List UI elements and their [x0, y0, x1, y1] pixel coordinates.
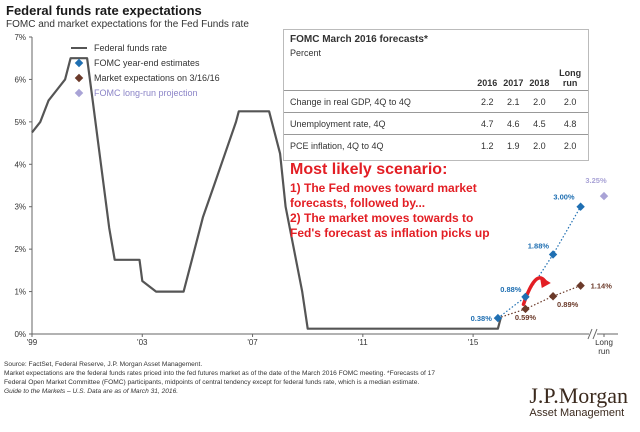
fomc-estimates-line — [497, 206, 582, 319]
footnote-line: Market expectations are the federal fund… — [4, 370, 436, 377]
longrun-data-label: 3.25% — [585, 176, 607, 185]
y-tick-label: 3% — [14, 203, 26, 212]
x-tick-label: '03 — [137, 338, 148, 347]
axis-break-gap — [589, 328, 597, 340]
scenario-line: forecasts, followed by... — [290, 196, 426, 210]
table-cell: 2.2 — [481, 96, 494, 107]
x-tick-label: '99 — [27, 338, 38, 347]
table-cell: 1.2 — [481, 140, 494, 151]
fomc-data-label: 0.88% — [500, 285, 522, 294]
line-swatch-icon — [71, 46, 87, 49]
market-data-label: 0.89% — [557, 300, 579, 309]
table-cell: 2.0 — [533, 140, 546, 151]
market-expectations-line — [497, 285, 581, 319]
fomc-point — [576, 202, 585, 211]
table-cell: 4.7 — [481, 118, 494, 129]
x-tick-label: '11 — [358, 338, 368, 347]
legend-item-fed-funds: Federal funds rate — [70, 40, 220, 55]
y-tick-label: 5% — [14, 118, 26, 127]
legend-item-market: Market expectations on 3/16/16 — [70, 70, 220, 85]
fomc-point — [548, 250, 558, 259]
row-label: Change in real GDP, 4Q to 4Q — [290, 96, 411, 107]
fomc-data-label: 1.88% — [528, 241, 550, 250]
legend-label: FOMC year-end estimates — [94, 57, 200, 68]
table-row: Change in real GDP, 4Q to 4Q 2.2 2.1 2.0… — [284, 90, 588, 113]
diamond-swatch-icon — [74, 88, 84, 97]
table-row: Unemployment rate, 4Q 4.7 4.6 4.5 4.8 — [284, 112, 588, 135]
legend-label: Market expectations on 3/16/16 — [94, 72, 220, 83]
footnote-line: Source: FactSet, Federal Reserve, J.P. M… — [4, 361, 203, 368]
y-tick-label: 7% — [14, 33, 26, 42]
row-label: PCE inflation, 4Q to 4Q — [290, 140, 384, 151]
market-data-label: 1.14% — [591, 282, 613, 291]
table-header-long-run: Long run — [559, 68, 582, 88]
fed-funds-rate-line — [31, 57, 502, 330]
x-tick-label: '15 — [468, 338, 479, 347]
x-tick-label: '07 — [247, 338, 258, 347]
table-header-2018: 2018 — [529, 78, 550, 88]
fomc-point — [521, 292, 530, 302]
table-cell: 4.5 — [533, 118, 546, 129]
legend: Federal funds rate FOMC year-end estimat… — [70, 40, 220, 100]
market-data-label: 0.59% — [515, 313, 537, 322]
table-cell: 2.1 — [507, 96, 520, 107]
diamond-swatch-icon — [74, 58, 84, 67]
y-tick-label: 2% — [14, 245, 26, 254]
forecast-table-title: FOMC March 2016 forecasts* — [290, 34, 428, 45]
scenario-line: 1) The Fed moves toward market — [290, 181, 477, 195]
table-header-2017: 2017 — [503, 78, 524, 88]
axis-break-mark — [587, 328, 593, 340]
y-tick-label: 4% — [14, 160, 26, 169]
table-row: PCE inflation, 4Q to 4Q 1.2 1.9 2.0 2.0 — [284, 134, 588, 157]
x-tick-label: run — [598, 347, 610, 356]
table-cell: 2.0 — [563, 96, 577, 107]
market-point — [576, 281, 585, 290]
brand-name: J.P.Morgan — [529, 383, 628, 408]
chart-title: Federal funds rate expectations — [6, 3, 202, 18]
table-cell: 2.0 — [533, 96, 546, 107]
scenario-heading: Most likely scenario: — [290, 161, 448, 178]
row-label: Unemployment rate, 4Q — [290, 118, 386, 129]
y-tick-label: 1% — [14, 288, 26, 297]
fomc-data-label: 0.38% — [471, 314, 493, 323]
x-tick-label: Long — [595, 338, 613, 347]
fomc-point — [493, 313, 503, 323]
scenario-annotation: Most likely scenario: 1) The Fed moves t… — [290, 161, 490, 241]
longrun-point — [599, 191, 609, 201]
market-point — [521, 304, 530, 314]
legend-item-longrun: FOMC long-run projection — [70, 85, 220, 100]
footnote-line: Federal Open Market Committee (FOMC) par… — [4, 379, 420, 386]
footnote-guide: Guide to the Markets – U.S. Data are as … — [4, 388, 179, 395]
legend-item-fomc: FOMC year-end estimates — [70, 55, 220, 70]
scenario-line: Fed's forecast as inflation picks up — [290, 226, 490, 240]
table-header-2016: 2016 — [477, 78, 498, 88]
forecast-table-unit: Percent — [290, 48, 322, 58]
brand-logo: J.P.Morgan Asset Management — [529, 383, 628, 419]
market-point — [548, 292, 558, 301]
fomc-data-label: 3.00% — [553, 193, 575, 202]
arrowhead-icon — [539, 275, 551, 288]
forecast-table: FOMC March 2016 forecasts* Percent 2016 … — [283, 29, 589, 161]
legend-label: FOMC long-run projection — [94, 87, 198, 98]
y-tick-label: 6% — [14, 75, 26, 84]
scenario-line: 2) The market moves towards to — [290, 211, 474, 225]
footnote: Source: FactSet, Federal Reserve, J.P. M… — [4, 360, 524, 396]
legend-label: Federal funds rate — [94, 42, 168, 53]
y-tick-label: 0% — [14, 330, 26, 339]
diamond-swatch-icon — [74, 73, 84, 82]
table-cell: 4.6 — [507, 118, 520, 129]
table-cell: 4.8 — [563, 118, 577, 129]
axis-break-mark — [592, 328, 598, 340]
table-cell: 1.9 — [507, 140, 520, 151]
brand-sub: Asset Management — [529, 407, 625, 419]
forecast-grid: 2016 2017 2018 Long run Change in real G… — [284, 60, 588, 157]
table-header-blank — [284, 60, 474, 91]
table-cell: 2.0 — [563, 140, 577, 151]
chart-subtitle: FOMC and market expectations for the Fed… — [6, 19, 249, 30]
